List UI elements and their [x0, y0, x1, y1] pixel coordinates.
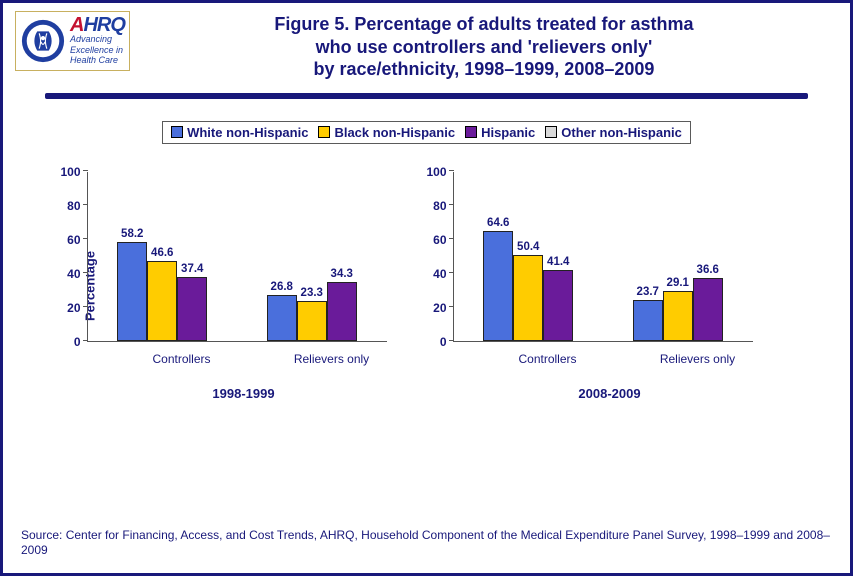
- bar-wrap: 50.4: [513, 241, 543, 341]
- ahrq-wordmark: AHRQ Advancing Excellence in Health Care: [70, 16, 125, 65]
- legend-item: White non-Hispanic: [171, 125, 308, 140]
- bar-wrap: 46.6: [147, 247, 177, 340]
- hhs-seal-icon: [20, 18, 66, 64]
- bar: [693, 278, 723, 340]
- bar-value-label: 50.4: [517, 241, 539, 253]
- bar-group: 26.8 23.3 34.3: [237, 172, 387, 341]
- bar-wrap: 41.4: [543, 256, 573, 340]
- bars-area: 58.2 46.6 37.4 26.8 23.3 34.3: [88, 172, 387, 341]
- bar: [663, 291, 693, 340]
- bar-value-label: 26.8: [271, 281, 293, 293]
- charts-row: Percentage02040608010058.246.637.426.823…: [3, 172, 850, 401]
- ahrq-logo-box: AHRQ Advancing Excellence in Health Care: [15, 11, 130, 71]
- x-group-labels: ControllersRelievers only: [107, 342, 407, 366]
- source-note: Source: Center for Financing, Access, an…: [21, 528, 832, 559]
- bar-value-label: 34.3: [331, 268, 353, 280]
- bar: [483, 231, 513, 341]
- legend-label: Other non-Hispanic: [561, 125, 682, 140]
- spacer: [447, 342, 473, 366]
- bar-wrap: 34.3: [327, 268, 357, 340]
- title-line-1: Figure 5. Percentage of adults treated f…: [130, 13, 838, 36]
- bar: [543, 270, 573, 340]
- bar-wrap: 64.6: [483, 217, 513, 341]
- bar: [297, 301, 327, 341]
- spacer: [81, 342, 107, 366]
- period-label: 1998-1999: [81, 386, 407, 401]
- figure-frame: AHRQ Advancing Excellence in Health Care…: [0, 0, 853, 576]
- legend-swatch: [171, 126, 183, 138]
- bar-value-label: 29.1: [667, 277, 689, 289]
- x-group-label: Controllers: [473, 342, 623, 366]
- x-labels-row: ControllersRelievers only: [81, 342, 407, 366]
- chart-panel: Percentage02040608010058.246.637.426.823…: [81, 172, 407, 401]
- bar-value-label: 46.6: [151, 247, 173, 259]
- bar-wrap: 58.2: [117, 228, 147, 341]
- bar-value-label: 23.3: [301, 287, 323, 299]
- bar-wrap: 23.7: [633, 286, 663, 340]
- bar-value-label: 41.4: [547, 256, 569, 268]
- legend-label: Black non-Hispanic: [334, 125, 455, 140]
- bar: [513, 255, 543, 341]
- header-rule: [45, 93, 808, 99]
- x-group-label: Relievers only: [257, 342, 407, 366]
- legend-swatch: [545, 126, 557, 138]
- chart-panel: 02040608010064.650.441.423.729.136.6Cont…: [447, 172, 773, 401]
- x-group-label: Relievers only: [623, 342, 773, 366]
- bar-wrap: 29.1: [663, 277, 693, 340]
- legend-item: Other non-Hispanic: [545, 125, 682, 140]
- bar-group: 23.7 29.1 36.6: [603, 172, 753, 341]
- bar-wrap: 23.3: [297, 287, 327, 341]
- ahrq-tagline-1: Advancing: [70, 35, 125, 44]
- period-label: 2008-2009: [447, 386, 773, 401]
- title-line-2: who use controllers and 'relievers only': [130, 36, 838, 59]
- bar-value-label: 37.4: [181, 263, 203, 275]
- bar-value-label: 36.6: [697, 264, 719, 276]
- legend-label: Hispanic: [481, 125, 535, 140]
- bars-area: 64.6 50.4 41.4 23.7 29.1 36.6: [454, 172, 753, 341]
- title-line-3: by race/ethnicity, 1998–1999, 2008–2009: [130, 58, 838, 81]
- legend-swatch: [465, 126, 477, 138]
- bar-group: 64.6 50.4 41.4: [454, 172, 604, 341]
- legend: White non-Hispanic Black non-Hispanic Hisp…: [162, 121, 691, 144]
- bar-wrap: 37.4: [177, 263, 207, 341]
- bar: [147, 261, 177, 340]
- plot-area: 64.6 50.4 41.4 23.7 29.1 36.6: [453, 172, 753, 342]
- x-labels-row: ControllersRelievers only: [447, 342, 773, 366]
- ahrq-tagline-2: Excellence in: [70, 46, 125, 55]
- bar-value-label: 64.6: [487, 217, 509, 229]
- ahrq-acronym: AHRQ: [70, 16, 125, 34]
- bar: [117, 242, 147, 341]
- bar: [177, 277, 207, 341]
- header-row: AHRQ Advancing Excellence in Health Care…: [3, 3, 850, 85]
- bar-value-label: 58.2: [121, 228, 143, 240]
- bar: [633, 300, 663, 340]
- legend-item: Black non-Hispanic: [318, 125, 455, 140]
- bar-wrap: 36.6: [693, 264, 723, 340]
- legend-label: White non-Hispanic: [187, 125, 308, 140]
- plot-wrap: 02040608010058.246.637.426.823.334.3: [81, 172, 407, 342]
- legend-swatch: [318, 126, 330, 138]
- legend-item: Hispanic: [465, 125, 535, 140]
- plot-wrap: 02040608010064.650.441.423.729.136.6: [447, 172, 773, 342]
- bar-value-label: 23.7: [637, 286, 659, 298]
- ahrq-tagline-3: Health Care: [70, 56, 125, 65]
- x-group-labels: ControllersRelievers only: [473, 342, 773, 366]
- x-group-label: Controllers: [107, 342, 257, 366]
- bar: [267, 295, 297, 341]
- figure-title: Figure 5. Percentage of adults treated f…: [130, 11, 838, 81]
- bar: [327, 282, 357, 340]
- plot-area: 58.2 46.6 37.4 26.8 23.3 34.3: [87, 172, 387, 342]
- bar-group: 58.2 46.6 37.4: [88, 172, 238, 341]
- bar-wrap: 26.8: [267, 281, 297, 341]
